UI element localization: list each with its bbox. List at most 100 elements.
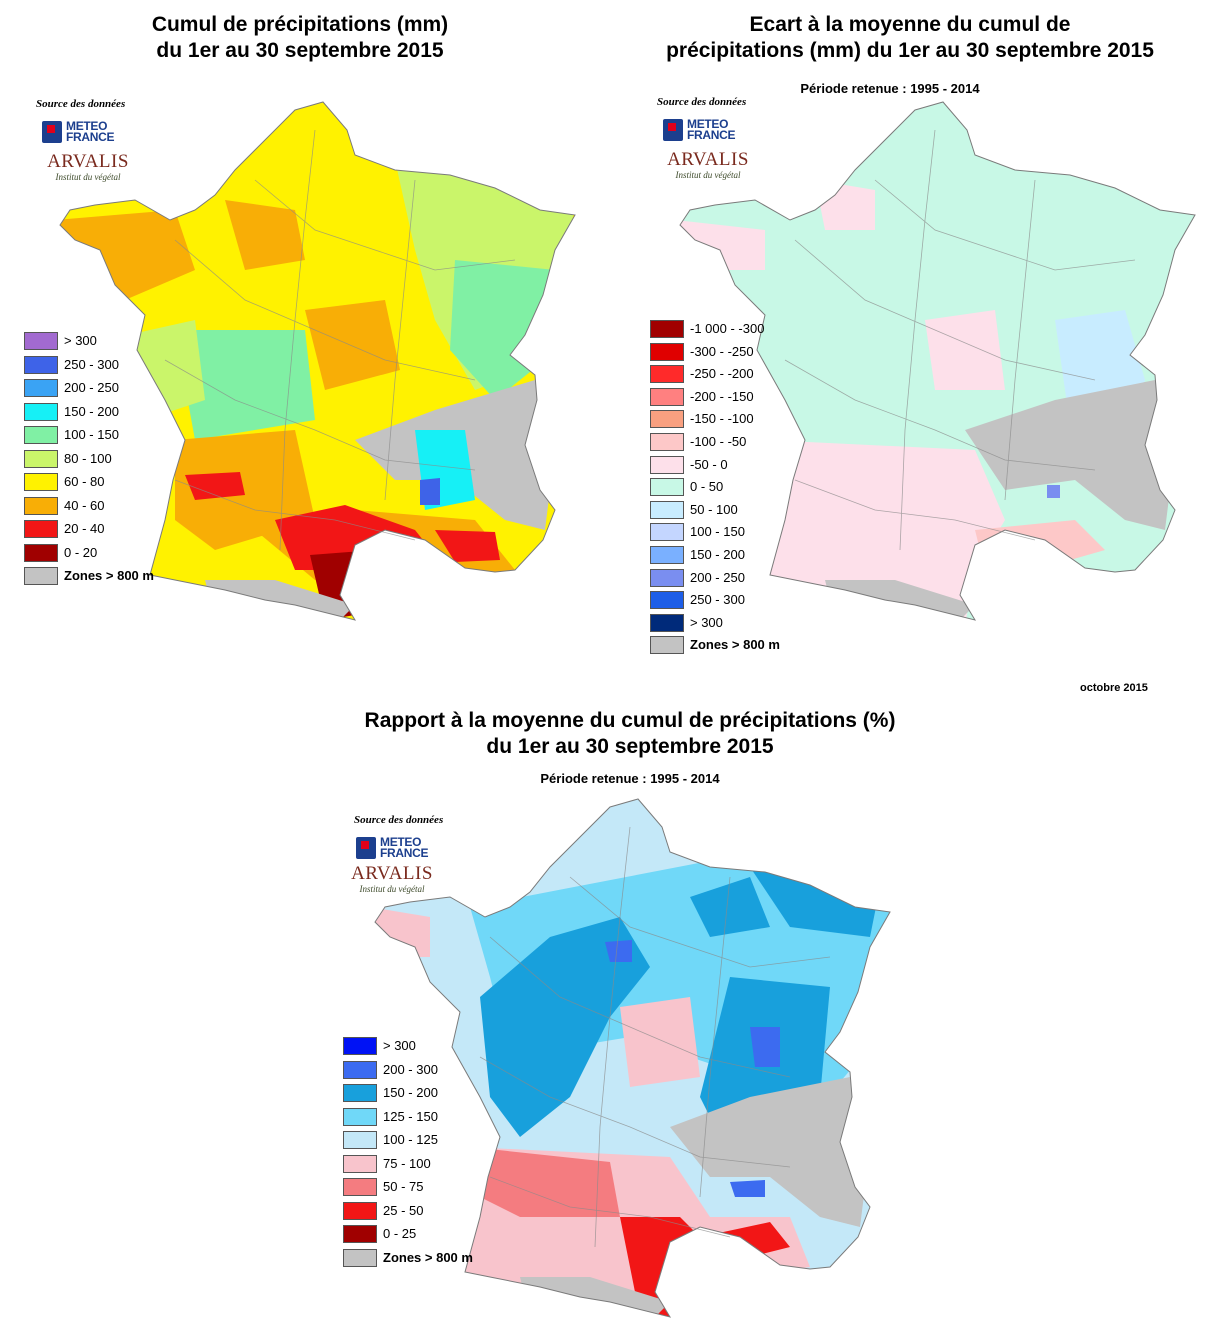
legend-swatch <box>24 379 58 397</box>
legend-swatch <box>650 568 684 587</box>
legend-label: 100 - 150 <box>64 427 119 442</box>
legend-label: 40 - 60 <box>64 497 105 513</box>
map-region-alt1 <box>225 200 305 270</box>
legend-label: 100 - 125 <box>383 1132 438 1147</box>
source-label: Source des données <box>354 814 444 826</box>
arvalis-name: ARVALIS <box>667 149 749 170</box>
map-region-alt5 <box>420 478 440 505</box>
legend-swatch <box>650 478 684 497</box>
legend-swatch <box>650 500 684 519</box>
map-region-alt4 <box>470 1147 620 1217</box>
map-region-alt2 <box>480 917 650 1137</box>
legend-label: -100 - -50 <box>690 433 747 449</box>
legend-label: -150 - -100 <box>690 411 754 427</box>
map-cumul <box>59 101 576 621</box>
legend-label: 200 - 250 <box>64 380 119 395</box>
legend-swatch <box>650 342 684 361</box>
legend-label: > 300 <box>383 1038 416 1053</box>
title-cumul-line2: du 1er au 30 septembre 2015 <box>156 39 444 62</box>
meteo-line2: FRANCE <box>66 130 115 144</box>
legend-swatch <box>343 1201 377 1220</box>
panel-cumul: Cumul de précipitations (mm) du 1er au 3… <box>0 0 610 660</box>
meteo-france-mark-icon <box>42 121 62 143</box>
legend-swatch <box>343 1084 377 1102</box>
legend-swatch <box>650 320 684 338</box>
legend-label: 80 - 100 <box>64 450 112 466</box>
arvalis-sub: Institut du végétal <box>55 172 121 182</box>
map-region-alt6 <box>185 472 245 500</box>
legend-label: 100 - 150 <box>690 524 745 540</box>
map-region-alt6 <box>750 1027 780 1067</box>
map-region-alt1 <box>305 300 400 390</box>
map-region-alt1 <box>925 310 1005 390</box>
title-ecart-line2: précipitations (mm) du 1er au 30 septemb… <box>666 39 1154 62</box>
legend-swatch <box>650 613 684 632</box>
map-region-alt6 <box>605 940 632 962</box>
title-rapport: Rapport à la moyenne du cumul de précipi… <box>300 708 960 760</box>
arvalis-logo: ARVALIS Institut du végétal <box>344 864 440 900</box>
panel-rapport: Rapport à la moyenne du cumul de précipi… <box>0 700 1219 1331</box>
legend-swatch <box>650 545 684 564</box>
legend-swatch <box>24 402 58 421</box>
legend-label: 250 - 300 <box>64 356 119 372</box>
legend-swatch <box>24 426 58 444</box>
meteo-france-mark-icon <box>356 837 376 859</box>
legend-label: > 300 <box>690 614 723 630</box>
map-region-alt3 <box>620 997 700 1087</box>
legend-swatch <box>650 523 684 542</box>
legend-label: 200 - 250 <box>690 569 745 585</box>
arvalis-name: ARVALIS <box>351 863 433 884</box>
title-cumul-line1: Cumul de précipitations (mm) <box>151 13 449 36</box>
source-label: Source des données <box>36 98 126 110</box>
legend-label: -50 - 0 <box>690 456 728 472</box>
legend-label: -300 - -250 <box>690 343 754 359</box>
legend-label: 25 - 50 <box>383 1202 424 1218</box>
arvalis-logo: ARVALIS Institut du végétal <box>660 150 756 186</box>
legend-label: 150 - 200 <box>64 403 119 419</box>
meteo-france-logo: METEO FRANCE <box>356 836 440 860</box>
map-region-alt6 <box>435 530 500 562</box>
legend-label: 50 - 100 <box>690 501 738 517</box>
legend-label: 20 - 40 <box>64 521 105 536</box>
legend-label: 150 - 200 <box>383 1085 438 1100</box>
map-region-alt2 <box>690 877 770 937</box>
legend-swatch <box>650 591 684 610</box>
legend-swatch <box>343 1037 377 1055</box>
legend-swatch <box>24 520 58 538</box>
panel-ecart: Ecart à la moyenne du cumul de précipita… <box>610 0 1219 700</box>
legend-swatch <box>24 543 58 562</box>
legend-label: Zones > 800 m <box>383 1249 473 1265</box>
subtitle-rapport: Période retenue : 1995 - 2014 <box>540 771 720 786</box>
meteo-line2: FRANCE <box>380 846 429 860</box>
meteo-line2: FRANCE <box>687 128 736 142</box>
legend-swatch <box>650 636 684 655</box>
legend-swatch <box>650 387 684 406</box>
legend-swatch <box>24 496 58 515</box>
map-region-alt3 <box>175 330 315 440</box>
legend-label: 75 - 100 <box>383 1155 431 1171</box>
legend-swatch <box>24 332 58 350</box>
legend-swatch <box>343 1154 377 1173</box>
legend-label: 250 - 300 <box>690 592 745 608</box>
legend-swatch <box>24 473 58 491</box>
legend-label: 200 - 300 <box>383 1061 438 1077</box>
legend-swatch <box>650 410 684 429</box>
legend-label: 50 - 75 <box>383 1179 424 1194</box>
meteo-france-mark-icon <box>663 119 683 141</box>
legend-label: > 300 <box>64 333 97 348</box>
title-ecart-line1: Ecart à la moyenne du cumul de <box>749 13 1071 36</box>
legend-label: 0 - 20 <box>64 544 98 560</box>
legend-label: 60 - 80 <box>64 474 105 489</box>
map-rapport <box>374 798 891 1318</box>
source-label: Source des données <box>657 96 747 108</box>
legend-label: Zones > 800 m <box>690 637 780 653</box>
legend-swatch <box>24 449 58 468</box>
map-region-alt1 <box>765 440 1005 620</box>
meteo-line1: METEO <box>687 117 729 131</box>
legend-swatch <box>650 455 684 474</box>
map-region-mountain <box>965 380 1175 530</box>
map-ecart <box>679 101 1196 621</box>
legend-swatch <box>24 567 58 585</box>
legend-label: 150 - 200 <box>690 546 745 562</box>
footer-date: octobre 2015 <box>1080 682 1148 694</box>
